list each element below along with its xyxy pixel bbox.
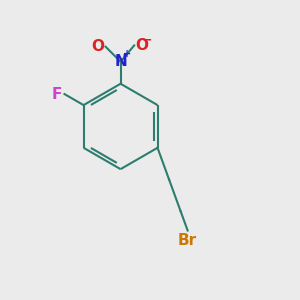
Text: Br: Br: [178, 233, 197, 248]
Text: O: O: [91, 39, 104, 54]
Text: +: +: [123, 49, 131, 59]
Text: O: O: [136, 38, 149, 53]
Text: −: −: [141, 34, 152, 46]
Text: N: N: [114, 54, 127, 69]
Text: F: F: [52, 87, 62, 102]
